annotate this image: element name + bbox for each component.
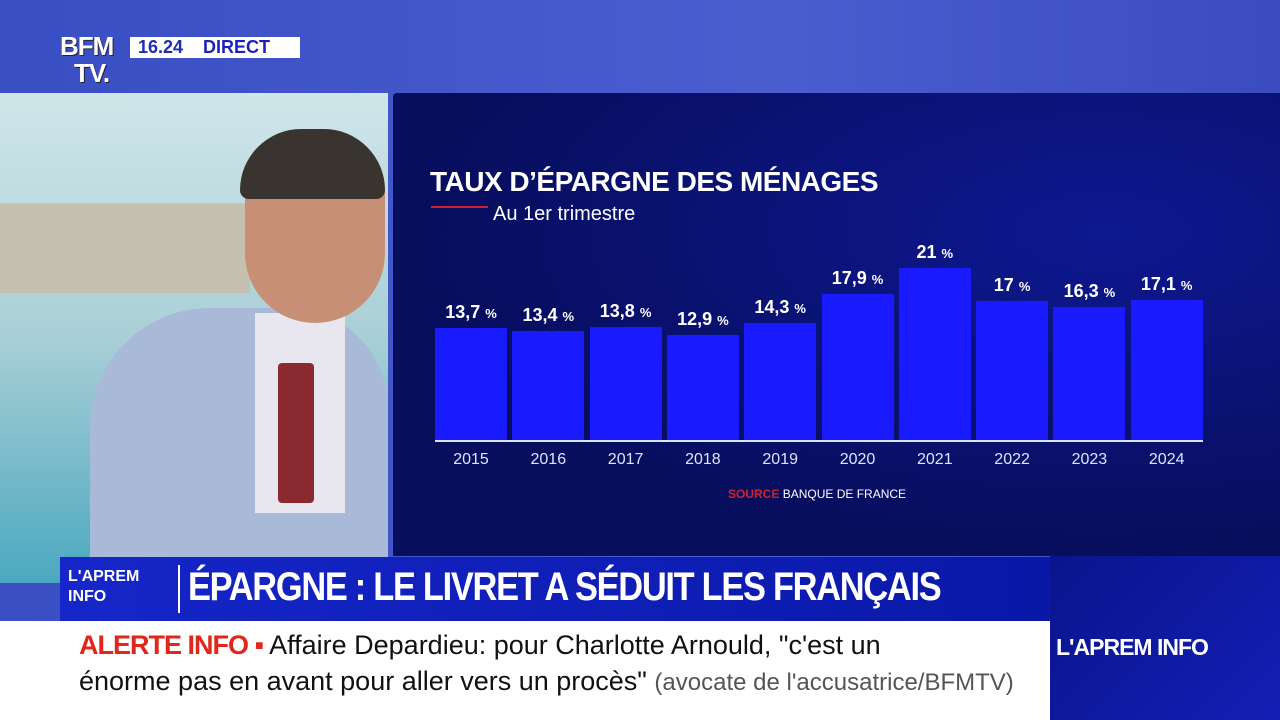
data-label-2018: 12,9 %	[677, 308, 729, 329]
headline: ÉPARGNE : LE LIVRET A SÉDUIT LES FRANÇAI…	[188, 565, 942, 609]
ticker-text1: Affaire Depardieu: pour Charlotte Arnoul…	[269, 630, 881, 660]
ticker-line2: énorme pas en avant pour aller vers un p…	[79, 665, 1014, 699]
bar-2018	[666, 334, 739, 441]
x-tick-2023: 2023	[1071, 451, 1108, 468]
x-tick-2015: 2015	[453, 451, 489, 468]
x-tick-2021: 2021	[917, 451, 953, 468]
bar-2017	[589, 327, 662, 441]
bar-2016	[512, 330, 585, 441]
chart-baseline	[435, 440, 1203, 442]
background-building	[0, 203, 250, 293]
news-ticker: ALERTE INFO ▪ Affaire Depardieu: pour Ch…	[0, 621, 1050, 720]
ticker-text2: énorme pas en avant pour aller vers un p…	[79, 666, 647, 696]
presenter-tie	[278, 363, 314, 503]
alert-label: ALERTE INFO ▪	[79, 630, 264, 660]
data-label-2020: 17,9 %	[831, 267, 884, 288]
corner-box: L'APREM INFO	[1050, 556, 1280, 720]
presenter-video	[0, 93, 388, 583]
x-tick-2018: 2018	[685, 451, 721, 468]
bar-2022	[976, 300, 1049, 441]
x-tick-2022: 2022	[994, 451, 1030, 468]
show-logo: L'APREM INFO	[68, 568, 140, 605]
data-label-2022: 17 %	[993, 274, 1031, 295]
x-tick-2024: 2024	[1148, 451, 1185, 468]
source-label: SOURCE	[728, 487, 780, 501]
data-label-2023: 16,3 %	[1063, 280, 1116, 301]
x-tick-2016: 2016	[530, 451, 567, 468]
bar-2023	[1053, 306, 1126, 441]
bar-2015	[435, 328, 507, 441]
time: 16.24	[138, 37, 184, 57]
x-tick-2017: 2017	[607, 451, 644, 468]
x-tick-2019: 2019	[762, 451, 798, 468]
banner-separator	[178, 565, 180, 613]
headline-banner: L'APREM INFO ÉPARGNE : LE LIVRET A SÉDUI…	[60, 557, 1050, 621]
bar-2019	[744, 323, 817, 441]
data-label-2015: 13,7 %	[445, 302, 497, 323]
bar-2020	[821, 293, 894, 441]
logo-line2: TV.	[74, 58, 110, 88]
live-label: DIRECT	[203, 37, 271, 57]
bfmtv-logo: BFM TV.	[60, 31, 114, 88]
data-label-2016: 13,4 %	[522, 304, 575, 325]
bar-2024	[1130, 300, 1203, 441]
logo-line1: BFM	[60, 31, 114, 61]
ticker-line1: ALERTE INFO ▪ Affaire Depardieu: pour Ch…	[79, 629, 881, 661]
chart-source: SOURCE BANQUE DE FRANCE	[728, 487, 906, 501]
data-label-2021: 21 %	[916, 242, 954, 262]
bar-2021	[898, 268, 971, 441]
chart-title: TAUX D’ÉPARGNE DES MÉNAGES	[430, 166, 879, 197]
source-name: BANQUE DE FRANCE	[782, 487, 907, 501]
live-clock: 16.24 DIRECT	[130, 37, 300, 58]
data-label-2024: 17,1 %	[1140, 274, 1193, 295]
ticker-attribution: (avocate de l'accusatrice/BFMTV)	[654, 669, 1014, 696]
chart-subtitle: Au 1er trimestre	[493, 203, 636, 225]
presenter-hair	[240, 129, 385, 199]
data-label-2019: 14,3 %	[754, 297, 806, 318]
title-accent-line	[431, 206, 488, 208]
data-label-2017: 13,8 %	[599, 301, 652, 322]
x-tick-2020: 2020	[839, 451, 876, 468]
corner-show-name: L'APREM INFO	[1056, 634, 1209, 660]
